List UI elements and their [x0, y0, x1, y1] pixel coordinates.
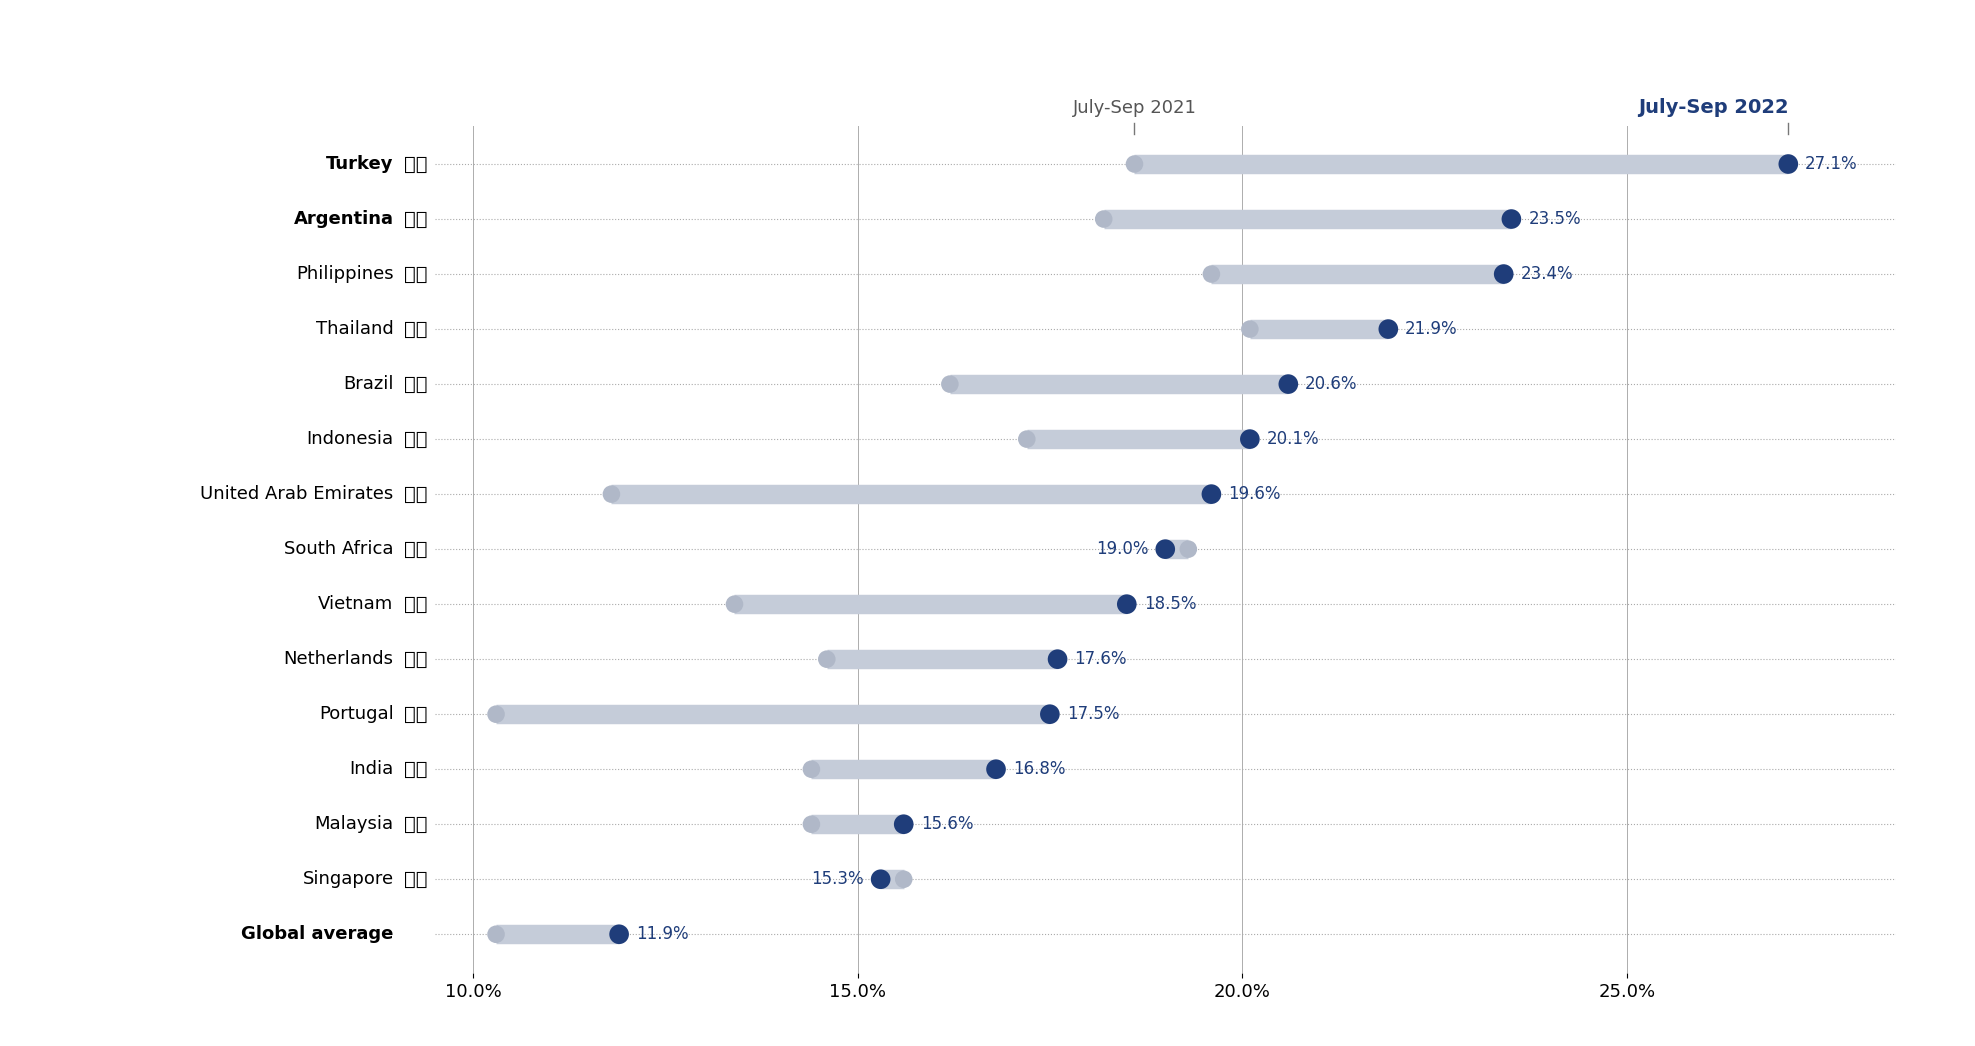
Text: Indonesia: Indonesia [306, 430, 393, 448]
Text: July-Sep 2022: July-Sep 2022 [1637, 98, 1787, 117]
Text: 19.0%: 19.0% [1096, 540, 1147, 559]
Point [1195, 266, 1226, 282]
Text: 23.4%: 23.4% [1521, 265, 1574, 283]
Point [796, 816, 828, 833]
Point [596, 485, 628, 502]
Text: 🇸🇬: 🇸🇬 [403, 870, 427, 889]
Text: 11.9%: 11.9% [636, 926, 689, 943]
Point [1112, 596, 1144, 613]
Text: Singapore: Singapore [302, 870, 393, 888]
Point [1149, 541, 1181, 558]
Text: 15.6%: 15.6% [920, 815, 974, 834]
Point [1011, 431, 1043, 448]
Text: 23.5%: 23.5% [1529, 210, 1580, 228]
Text: 🇹🇭: 🇹🇭 [403, 320, 427, 339]
Text: 17.5%: 17.5% [1066, 705, 1120, 723]
Text: 🇲🇾: 🇲🇾 [403, 815, 427, 834]
Point [1035, 706, 1067, 723]
Text: 🇦🇪: 🇦🇪 [403, 484, 427, 503]
Text: 21.9%: 21.9% [1406, 320, 1458, 338]
Point [1041, 651, 1072, 667]
Text: Portugal: Portugal [318, 705, 393, 723]
Point [1772, 156, 1803, 173]
Point [1088, 210, 1120, 227]
Point [602, 926, 634, 942]
Point [980, 760, 1011, 777]
Text: Argentina: Argentina [294, 210, 393, 228]
Text: United Arab Emirates: United Arab Emirates [199, 485, 393, 503]
Text: 🇳🇱: 🇳🇱 [403, 650, 427, 668]
Text: July-Sep 2021: July-Sep 2021 [1072, 99, 1197, 117]
Point [796, 760, 828, 777]
Text: India: India [350, 760, 393, 778]
Point [1173, 541, 1205, 558]
Text: 16.8%: 16.8% [1013, 760, 1065, 778]
Text: 🇮🇩: 🇮🇩 [403, 430, 427, 449]
Point [889, 871, 920, 888]
Text: 19.6%: 19.6% [1228, 485, 1282, 503]
Point [812, 651, 843, 667]
Point [1495, 210, 1527, 227]
Point [1195, 485, 1226, 502]
Text: 🇦🇷: 🇦🇷 [403, 209, 427, 228]
Point [1234, 321, 1266, 338]
Text: 20.1%: 20.1% [1266, 430, 1319, 448]
Text: 🇻🇳: 🇻🇳 [403, 595, 427, 614]
Point [889, 816, 920, 833]
Point [1234, 431, 1266, 448]
Text: Netherlands: Netherlands [284, 651, 393, 668]
Text: 27.1%: 27.1% [1805, 155, 1858, 173]
Text: 18.5%: 18.5% [1144, 595, 1197, 613]
Point [1272, 376, 1304, 392]
Text: 🇵🇭: 🇵🇭 [403, 265, 427, 283]
Text: 🇧🇷: 🇧🇷 [403, 374, 427, 393]
Text: Malaysia: Malaysia [314, 815, 393, 834]
Point [1118, 156, 1149, 173]
Point [480, 926, 512, 942]
Text: 20.6%: 20.6% [1305, 376, 1357, 393]
Point [1373, 321, 1404, 338]
Text: 15.3%: 15.3% [812, 870, 863, 888]
Point [1487, 266, 1519, 282]
Point [865, 871, 897, 888]
Text: South Africa: South Africa [284, 540, 393, 559]
Text: 🇵🇹: 🇵🇹 [403, 705, 427, 724]
Text: Turkey: Turkey [326, 155, 393, 173]
Point [934, 376, 966, 392]
Text: Vietnam: Vietnam [318, 595, 393, 613]
Text: 🇿🇦: 🇿🇦 [403, 540, 427, 559]
Text: Global average: Global average [241, 926, 393, 943]
Text: 🇹🇷: 🇹🇷 [403, 155, 427, 174]
Text: Philippines: Philippines [296, 265, 393, 283]
Point [719, 596, 750, 613]
Text: 🇮🇳: 🇮🇳 [403, 759, 427, 778]
Text: Brazil: Brazil [344, 376, 393, 393]
Point [480, 706, 512, 723]
Text: Thailand: Thailand [316, 320, 393, 338]
Text: 17.6%: 17.6% [1074, 651, 1128, 668]
